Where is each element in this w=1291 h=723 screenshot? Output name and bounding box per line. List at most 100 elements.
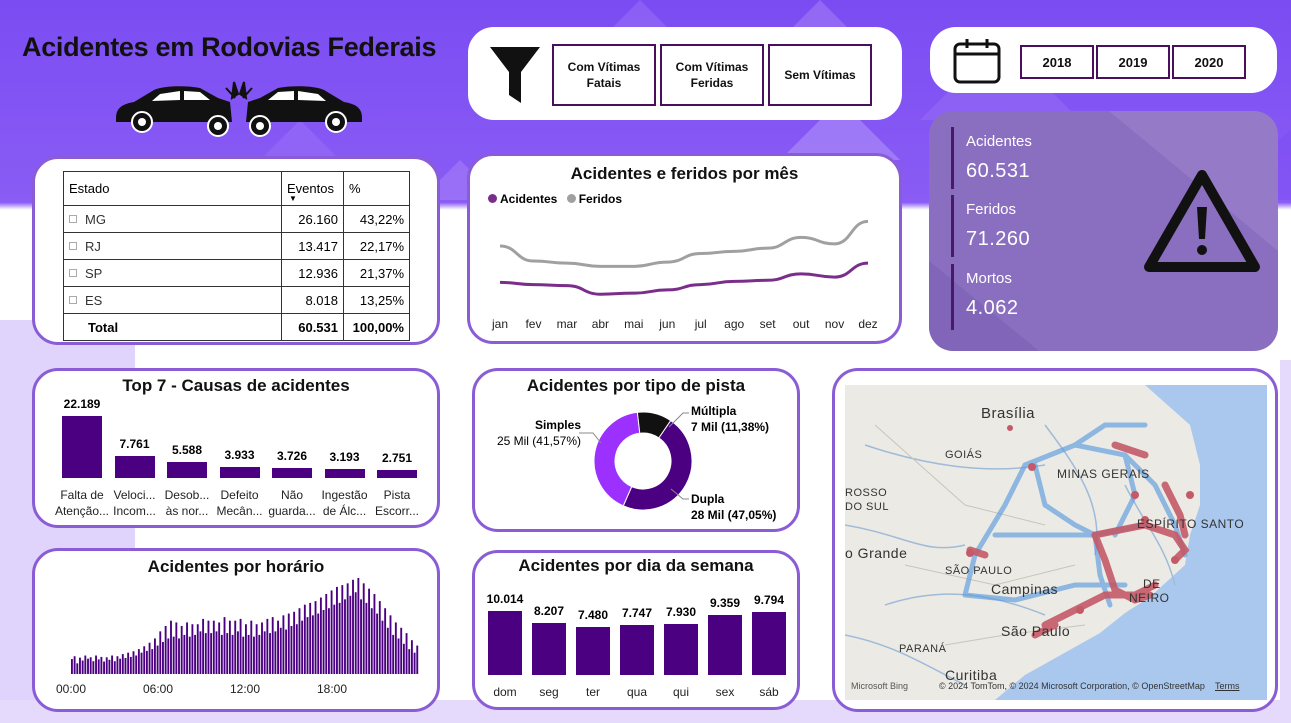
bar[interactable] bbox=[148, 642, 151, 674]
bar[interactable] bbox=[376, 613, 379, 674]
bar[interactable] bbox=[218, 622, 221, 674]
bar[interactable] bbox=[394, 622, 397, 674]
bar[interactable] bbox=[346, 583, 349, 674]
bar[interactable] bbox=[373, 594, 376, 674]
bar[interactable] bbox=[87, 658, 89, 674]
bar[interactable] bbox=[191, 624, 194, 674]
bar[interactable] bbox=[377, 470, 417, 478]
bar[interactable] bbox=[416, 645, 419, 674]
bar[interactable] bbox=[384, 608, 387, 674]
bar[interactable] bbox=[255, 624, 258, 674]
bar[interactable] bbox=[410, 640, 413, 674]
bar[interactable] bbox=[295, 624, 298, 674]
bar[interactable] bbox=[228, 620, 231, 674]
bar[interactable] bbox=[100, 656, 103, 674]
bar[interactable] bbox=[219, 467, 260, 478]
bar[interactable] bbox=[752, 612, 786, 675]
bar[interactable] bbox=[532, 622, 566, 675]
bar[interactable] bbox=[242, 636, 245, 674]
donut-slice-múltipla[interactable] bbox=[636, 411, 672, 439]
bar[interactable] bbox=[81, 660, 84, 674]
bar[interactable] bbox=[402, 643, 405, 674]
table-row[interactable]: RJ 13.417 22,17% bbox=[63, 232, 410, 260]
expand-icon[interactable] bbox=[69, 296, 77, 305]
bar[interactable] bbox=[271, 617, 274, 674]
bar[interactable] bbox=[365, 602, 368, 674]
bar[interactable] bbox=[116, 656, 119, 674]
bar[interactable] bbox=[664, 624, 698, 675]
bar[interactable] bbox=[175, 622, 178, 674]
bar[interactable] bbox=[159, 631, 162, 674]
bar[interactable] bbox=[333, 604, 336, 674]
bar[interactable] bbox=[196, 624, 199, 674]
bar[interactable] bbox=[73, 656, 76, 674]
bar[interactable] bbox=[405, 633, 408, 674]
bar[interactable] bbox=[285, 629, 288, 674]
bar[interactable] bbox=[261, 622, 263, 674]
bar[interactable] bbox=[303, 604, 306, 674]
map-terms-link[interactable]: Terms bbox=[1215, 681, 1240, 691]
bar[interactable] bbox=[84, 655, 87, 674]
bar[interactable] bbox=[368, 588, 371, 674]
bar[interactable] bbox=[269, 633, 271, 674]
bar[interactable] bbox=[378, 601, 381, 674]
bar[interactable] bbox=[245, 624, 247, 674]
bar[interactable] bbox=[178, 638, 180, 674]
bar[interactable] bbox=[386, 627, 389, 674]
bar[interactable] bbox=[324, 469, 365, 478]
filter-no-victims-button[interactable]: Sem Vítimas bbox=[768, 44, 872, 106]
bar[interactable] bbox=[336, 586, 338, 674]
bar[interactable] bbox=[234, 620, 237, 674]
expand-icon[interactable] bbox=[69, 242, 77, 251]
bar[interactable] bbox=[143, 646, 146, 674]
bar[interactable] bbox=[79, 657, 81, 674]
bar[interactable] bbox=[103, 661, 105, 674]
bar[interactable] bbox=[164, 626, 167, 674]
bar[interactable] bbox=[325, 594, 328, 674]
bar[interactable] bbox=[319, 597, 322, 674]
legend-item-accidents[interactable]: Acidentes bbox=[488, 192, 557, 206]
bar[interactable] bbox=[127, 652, 130, 674]
bar[interactable] bbox=[129, 656, 132, 674]
bar[interactable] bbox=[290, 626, 293, 674]
series-line-feridos[interactable] bbox=[499, 219, 869, 268]
column-header-pct[interactable]: % bbox=[343, 171, 410, 206]
bar[interactable] bbox=[194, 634, 197, 674]
bar[interactable] bbox=[341, 585, 344, 674]
bar[interactable] bbox=[119, 658, 122, 674]
bar[interactable] bbox=[207, 620, 210, 674]
map-view[interactable]: Brasília GOIÁS MINAS GERAIS ESPÍRITO SAN… bbox=[845, 385, 1267, 700]
table-row[interactable]: SP 12.936 21,37% bbox=[63, 259, 410, 287]
bar[interactable] bbox=[220, 634, 223, 674]
table-row[interactable]: MG 26.160 43,22% bbox=[63, 205, 410, 233]
bar[interactable] bbox=[92, 661, 95, 674]
bar[interactable] bbox=[188, 636, 191, 674]
bar[interactable] bbox=[389, 615, 392, 674]
bar[interactable] bbox=[183, 634, 186, 674]
bar[interactable] bbox=[311, 615, 314, 674]
bar[interactable] bbox=[400, 627, 403, 674]
bar[interactable] bbox=[62, 416, 102, 478]
bar[interactable] bbox=[132, 651, 135, 674]
expand-icon[interactable] bbox=[69, 269, 77, 278]
bar[interactable] bbox=[145, 650, 148, 674]
bar[interactable] bbox=[170, 620, 172, 674]
bar[interactable] bbox=[282, 615, 285, 674]
bar[interactable] bbox=[202, 618, 205, 674]
bar[interactable] bbox=[309, 602, 312, 674]
bar[interactable] bbox=[95, 655, 97, 674]
bar[interactable] bbox=[293, 611, 296, 674]
donut-slice-simples[interactable] bbox=[593, 411, 641, 507]
bar[interactable] bbox=[287, 613, 290, 674]
bar[interactable] bbox=[172, 636, 175, 674]
bar[interactable] bbox=[226, 633, 229, 674]
bar[interactable] bbox=[253, 636, 255, 674]
bar[interactable] bbox=[279, 627, 282, 674]
year-2018-button[interactable]: 2018 bbox=[1020, 45, 1094, 79]
bar[interactable] bbox=[140, 652, 143, 674]
bar[interactable] bbox=[708, 615, 742, 675]
bar[interactable] bbox=[354, 592, 357, 674]
bar[interactable] bbox=[212, 620, 215, 674]
filter-injured-button[interactable]: Com Vítimas Feridas bbox=[660, 44, 764, 106]
bar[interactable] bbox=[408, 649, 411, 674]
